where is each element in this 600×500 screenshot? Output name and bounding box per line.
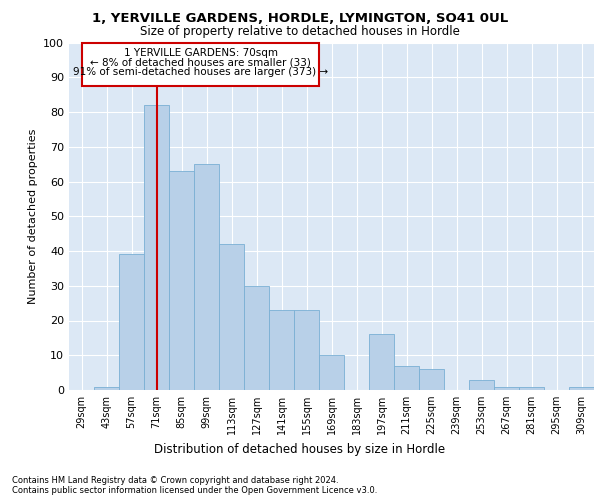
Bar [94, 386, 119, 390]
Y-axis label: Number of detached properties: Number of detached properties [28, 128, 38, 304]
Bar [144, 105, 169, 390]
FancyBboxPatch shape [82, 42, 319, 86]
Text: 1 YERVILLE GARDENS: 70sqm: 1 YERVILLE GARDENS: 70sqm [124, 48, 277, 58]
Bar [319, 355, 344, 390]
Bar [569, 386, 594, 390]
Bar [269, 310, 294, 390]
Text: ← 8% of detached houses are smaller (33): ← 8% of detached houses are smaller (33) [90, 58, 311, 68]
Bar [119, 254, 144, 390]
Bar [469, 380, 494, 390]
Bar [194, 164, 219, 390]
Text: 1, YERVILLE GARDENS, HORDLE, LYMINGTON, SO41 0UL: 1, YERVILLE GARDENS, HORDLE, LYMINGTON, … [92, 12, 508, 26]
Bar [419, 369, 444, 390]
Bar [519, 386, 544, 390]
Bar [219, 244, 244, 390]
Bar [244, 286, 269, 390]
Bar [369, 334, 394, 390]
Text: Distribution of detached houses by size in Hordle: Distribution of detached houses by size … [154, 442, 446, 456]
Bar [394, 366, 419, 390]
Text: Contains public sector information licensed under the Open Government Licence v3: Contains public sector information licen… [12, 486, 377, 495]
Bar [169, 171, 194, 390]
Text: Contains HM Land Registry data © Crown copyright and database right 2024.: Contains HM Land Registry data © Crown c… [12, 476, 338, 485]
Text: 91% of semi-detached houses are larger (373) →: 91% of semi-detached houses are larger (… [73, 67, 328, 77]
Bar [494, 386, 519, 390]
Text: Size of property relative to detached houses in Hordle: Size of property relative to detached ho… [140, 25, 460, 38]
Bar [294, 310, 319, 390]
